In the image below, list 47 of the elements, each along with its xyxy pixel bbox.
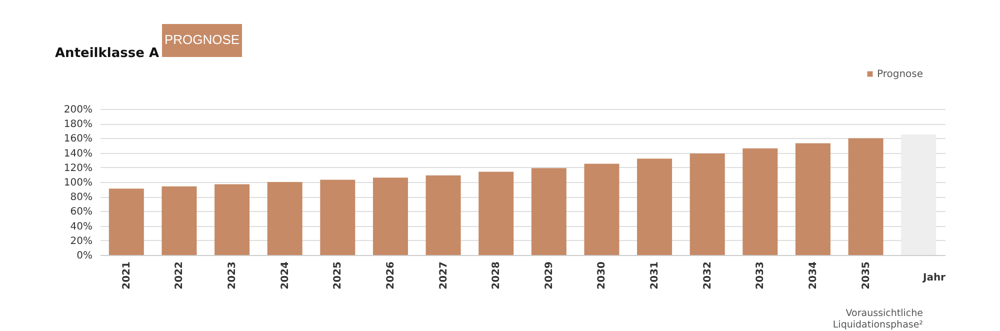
y-tick-label: 180%: [64, 119, 92, 130]
bar: [214, 184, 250, 255]
bar: [795, 143, 830, 255]
x-tick-label: 2033: [755, 261, 766, 290]
y-tick-label: 0%: [76, 250, 92, 262]
text: Voraussichtliche Liquidationsphase²: [832, 308, 924, 330]
y-tick-label: 160%: [64, 134, 92, 145]
x-tick-label: 2034: [808, 261, 819, 290]
bar: [584, 164, 620, 255]
bar: [637, 158, 672, 255]
x-tick-label: 2031: [650, 261, 661, 290]
y-tick-label: 140%: [64, 148, 92, 160]
x-axis-title: Jahr: [922, 272, 946, 284]
y-tick-label: 200%: [64, 104, 92, 116]
x-tick-label: 2035: [860, 261, 872, 290]
y-tick-label: 80%: [70, 192, 92, 204]
bar: [426, 175, 461, 255]
legend-label: Prognose: [877, 69, 924, 80]
x-tick-label: 2024: [280, 261, 291, 290]
bar: [372, 178, 408, 255]
bar: [742, 148, 778, 255]
x-tick-label: 2027: [438, 261, 450, 290]
x-tick-label: 2028: [491, 261, 502, 290]
x-tick-label: 2022: [174, 261, 186, 290]
x-tick-label: 2021: [121, 261, 132, 290]
bar: [162, 186, 197, 255]
bar: [531, 168, 566, 255]
bar: [901, 134, 936, 255]
bar: [848, 138, 884, 255]
y-tick-label: 20%: [70, 236, 92, 247]
bar: [267, 182, 302, 255]
chart-subtitle: PROGNOSE: [164, 32, 240, 47]
bar: [320, 180, 356, 255]
y-tick-label: 60%: [70, 206, 92, 218]
bar: [478, 172, 514, 255]
bar: [108, 188, 144, 255]
y-tick-label: 100%: [64, 178, 92, 188]
x-tick-label: 2026: [385, 261, 396, 290]
x-tick-label: 2032: [702, 261, 714, 290]
bar: [690, 154, 725, 255]
y-tick-label: 120%: [64, 162, 92, 174]
chart-title: Anteilklasse A: [55, 46, 160, 61]
x-tick-label: 2025: [332, 261, 344, 290]
x-tick-label: 2023: [227, 261, 238, 290]
y-tick-label: 40%: [70, 221, 92, 232]
x-tick-label: 2029: [544, 261, 555, 290]
x-tick-label: 2030: [596, 261, 608, 290]
